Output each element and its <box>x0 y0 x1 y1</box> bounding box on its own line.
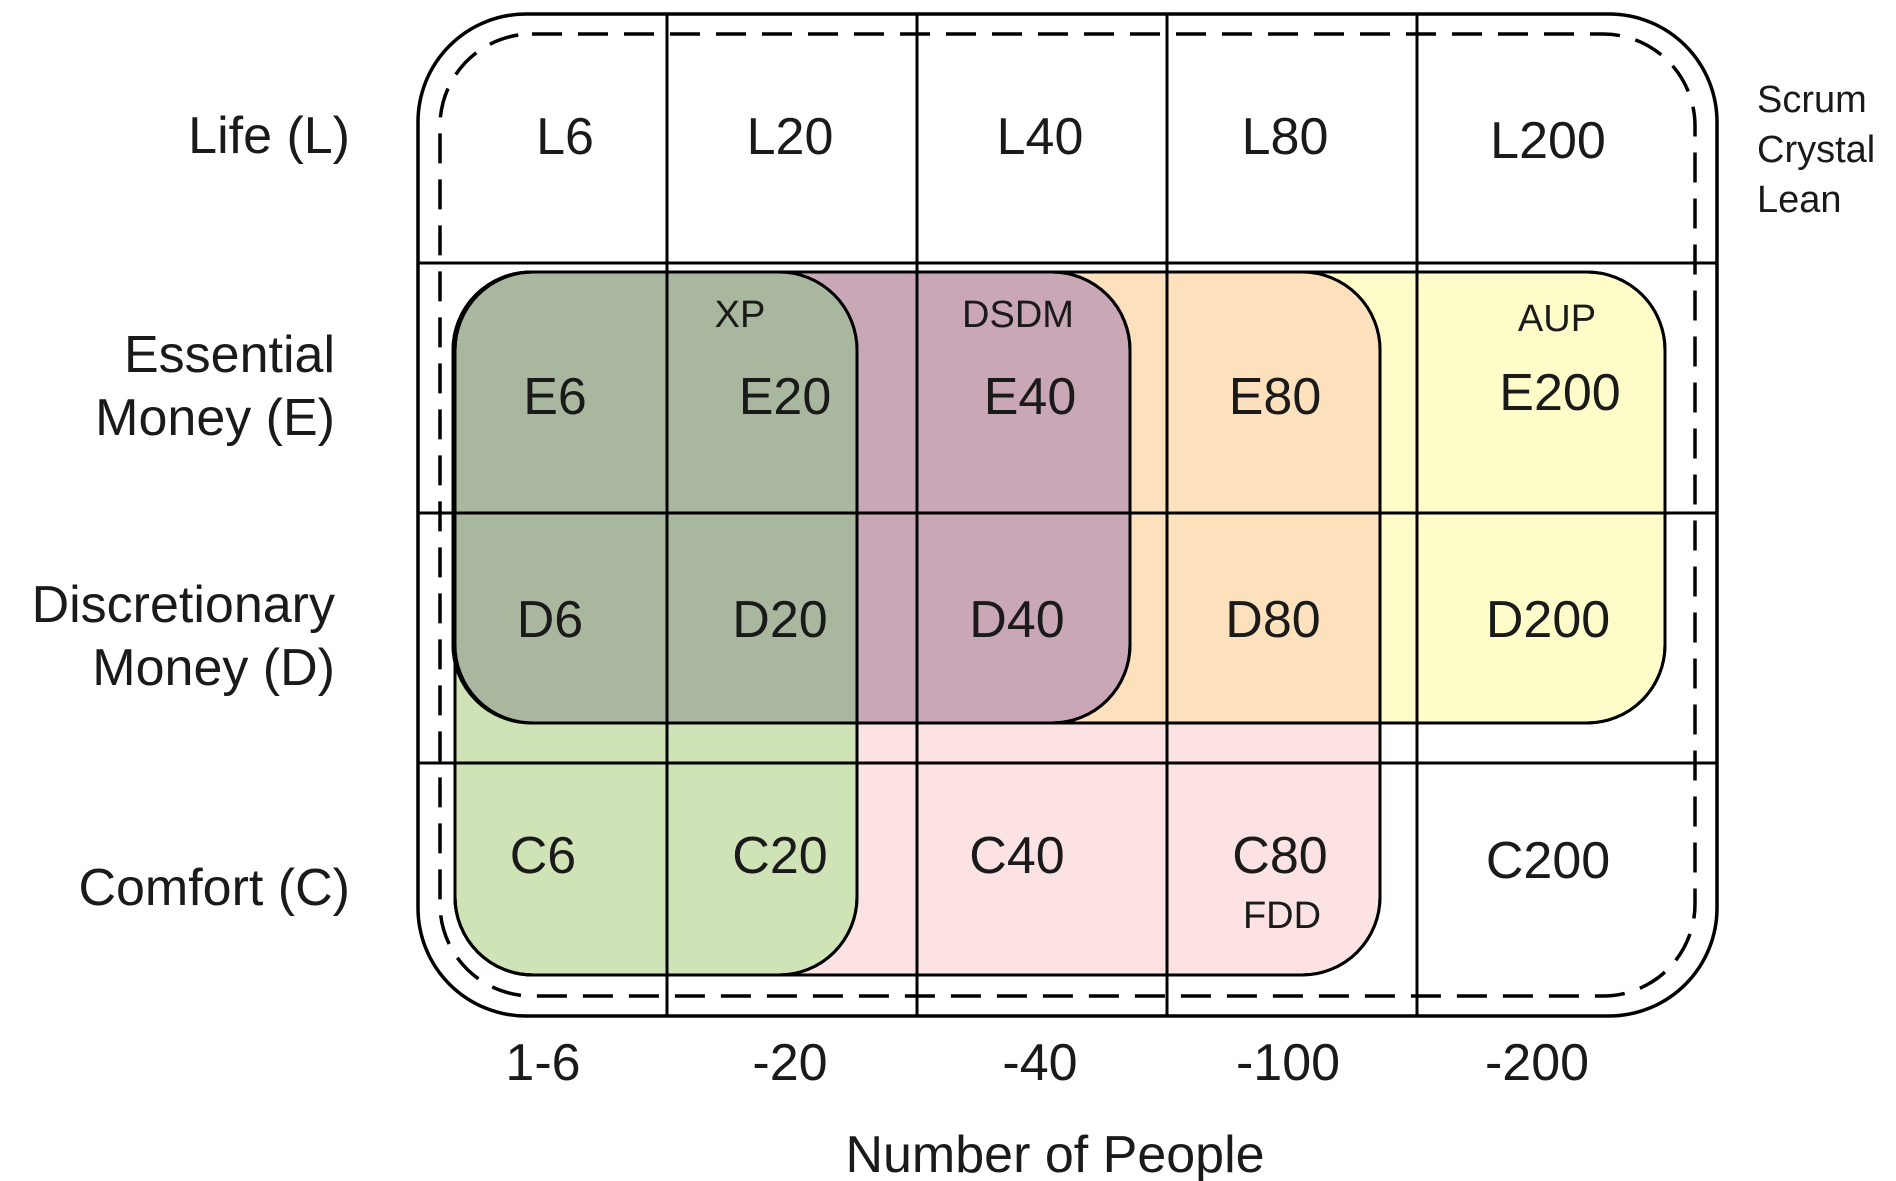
cell-D80: D80 <box>1225 591 1320 649</box>
row-label-life: Life (L) <box>188 107 350 165</box>
cell-C40: C40 <box>969 827 1064 885</box>
row-label-discretionary-line2: Money (D) <box>92 639 335 697</box>
cell-L20: L20 <box>747 108 834 166</box>
column-label-100: -100 <box>1236 1034 1340 1092</box>
axis-title: Number of People <box>845 1126 1264 1181</box>
row-label-essential-line1: Essential <box>124 326 335 384</box>
cell-L200: L200 <box>1490 112 1606 170</box>
xp-dsdm-overlap-region <box>455 272 857 723</box>
cell-C20: C20 <box>732 827 827 885</box>
cell-E80: E80 <box>1229 368 1322 426</box>
column-labels: 1-6 -20 -40 -100 -200 <box>505 1034 1589 1092</box>
row-labels: Life (L) Essential Money (E) Discretiona… <box>32 107 350 917</box>
method-label-fdd: FDD <box>1243 895 1321 937</box>
column-label-1-6: 1-6 <box>505 1034 580 1092</box>
cell-L40: L40 <box>997 108 1084 166</box>
row-label-discretionary-line1: Discretionary <box>32 576 335 634</box>
outer-frame <box>416 12 1719 1018</box>
method-label-crystal: Crystal <box>1757 129 1875 171</box>
column-label-200: -200 <box>1485 1034 1589 1092</box>
cell-D20: D20 <box>732 591 827 649</box>
row-label-comfort: Comfort (C) <box>78 859 350 917</box>
row-label-essential-line2: Money (E) <box>95 389 335 447</box>
cell-D6: D6 <box>517 591 583 649</box>
cell-D40: D40 <box>969 591 1064 649</box>
cell-E6: E6 <box>523 368 587 426</box>
cell-E200: E200 <box>1499 364 1620 422</box>
column-label-20: -20 <box>752 1034 827 1092</box>
method-label-dsdm: DSDM <box>962 294 1074 336</box>
cell-E40: E40 <box>984 368 1077 426</box>
cell-C6: C6 <box>510 827 576 885</box>
method-label-lean: Lean <box>1757 179 1842 221</box>
column-label-40: -40 <box>1002 1034 1077 1092</box>
cell-C200: C200 <box>1486 832 1610 890</box>
method-label-scrum: Scrum <box>1757 79 1867 121</box>
cell-D200: D200 <box>1486 591 1610 649</box>
method-label-aup: AUP <box>1518 298 1596 340</box>
aup-region-outline <box>451 270 1667 725</box>
dashed-inner-frame <box>438 32 1697 998</box>
method-labels: XP DSDM AUP FDD Scrum Crystal Lean <box>715 79 1876 937</box>
cell-C80: C80 <box>1232 827 1327 885</box>
method-label-xp: XP <box>715 294 766 336</box>
grid-lines <box>418 14 1717 1016</box>
cell-labels: L6 L20 L40 L80 L200 E6 E20 E40 E80 E200 … <box>510 108 1621 890</box>
cell-E20: E20 <box>739 368 832 426</box>
cell-L6: L6 <box>536 108 594 166</box>
cell-L80: L80 <box>1242 108 1329 166</box>
